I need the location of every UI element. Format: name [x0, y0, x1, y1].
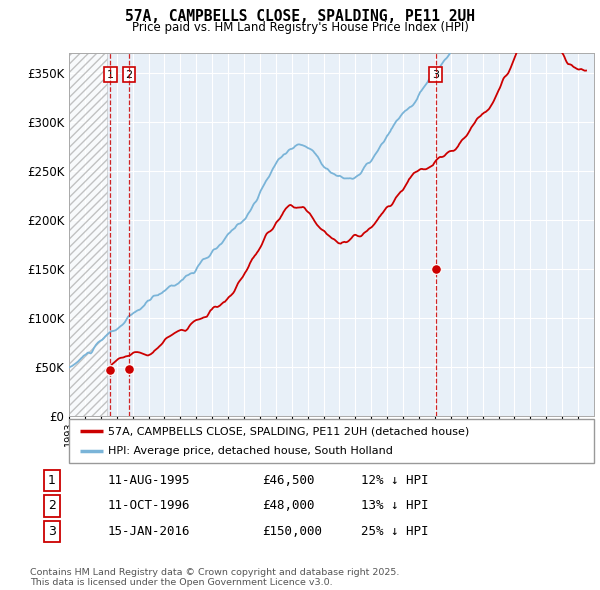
Text: £48,000: £48,000 [262, 499, 314, 513]
Text: 13% ↓ HPI: 13% ↓ HPI [361, 499, 428, 513]
Text: 3: 3 [48, 525, 56, 538]
Text: HPI: Average price, detached house, South Holland: HPI: Average price, detached house, Sout… [109, 446, 393, 455]
Text: 2: 2 [48, 499, 56, 513]
Text: Contains HM Land Registry data © Crown copyright and database right 2025.
This d: Contains HM Land Registry data © Crown c… [30, 568, 400, 587]
Text: 12% ↓ HPI: 12% ↓ HPI [361, 474, 428, 487]
Text: 57A, CAMPBELLS CLOSE, SPALDING, PE11 2UH (detached house): 57A, CAMPBELLS CLOSE, SPALDING, PE11 2UH… [109, 427, 470, 436]
Text: 1: 1 [48, 474, 56, 487]
Text: 11-OCT-1996: 11-OCT-1996 [107, 499, 190, 513]
Text: 1: 1 [107, 70, 114, 80]
Text: £46,500: £46,500 [262, 474, 314, 487]
Text: £150,000: £150,000 [262, 525, 322, 538]
Text: 25% ↓ HPI: 25% ↓ HPI [361, 525, 428, 538]
Text: 15-JAN-2016: 15-JAN-2016 [107, 525, 190, 538]
Bar [69, 53, 107, 416]
Text: 3: 3 [432, 70, 439, 80]
Text: 2: 2 [125, 70, 133, 80]
Text: 57A, CAMPBELLS CLOSE, SPALDING, PE11 2UH: 57A, CAMPBELLS CLOSE, SPALDING, PE11 2UH [125, 9, 475, 24]
Text: 11-AUG-1995: 11-AUG-1995 [107, 474, 190, 487]
Text: Price paid vs. HM Land Registry's House Price Index (HPI): Price paid vs. HM Land Registry's House … [131, 21, 469, 34]
